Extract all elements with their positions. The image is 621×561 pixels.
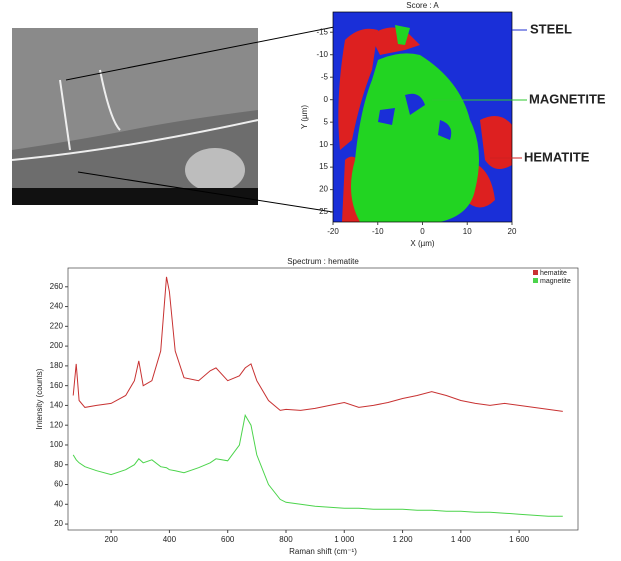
y-axis-label: Y (µm) <box>300 105 309 129</box>
x-tick-label: 1 000 <box>334 535 355 544</box>
y-tick-label: 60 <box>54 480 63 489</box>
y-tick-label: 25 <box>319 207 328 216</box>
y-axis-label: Intensity (counts) <box>35 368 44 429</box>
legend-swatch <box>533 278 538 283</box>
y-tick-label: -10 <box>316 50 328 59</box>
y-tick-label: 20 <box>54 519 63 528</box>
y-tick-label: 0 <box>324 95 329 104</box>
plot-frame <box>68 268 578 530</box>
x-tick-label: 1 600 <box>509 535 530 544</box>
series-line <box>73 277 563 412</box>
y-tick-label: -15 <box>316 27 328 36</box>
y-tick-label: 200 <box>50 341 64 350</box>
x-tick-label: 1 400 <box>451 535 472 544</box>
x-axis-label: X (µm) <box>410 239 434 248</box>
x-tick-label: 200 <box>104 535 118 544</box>
x-tick-label: 1 200 <box>393 535 414 544</box>
annotation: STEEL <box>530 21 572 36</box>
y-tick-label: 100 <box>50 440 64 449</box>
y-tick-label: 180 <box>50 361 64 370</box>
y-tick-label: 15 <box>319 162 328 171</box>
legend-swatch <box>533 270 538 275</box>
legend-label: hematite <box>540 270 567 277</box>
y-tick-label: 120 <box>50 420 64 429</box>
x-tick-label: 800 <box>279 535 293 544</box>
x-tick-label: 600 <box>221 535 235 544</box>
y-tick-label: 80 <box>54 460 63 469</box>
map-image <box>333 12 512 222</box>
x-tick-label: 20 <box>508 227 517 236</box>
y-tick-label: 160 <box>50 381 64 390</box>
x-axis-label: Raman shift (cm⁻¹) <box>289 547 357 556</box>
sem-image <box>12 28 258 205</box>
y-tick-label: 40 <box>54 499 63 508</box>
x-tick-label: 0 <box>420 227 425 236</box>
y-tick-label: 5 <box>324 117 329 126</box>
y-tick-label: 220 <box>50 321 64 330</box>
y-tick-label: 10 <box>319 140 328 149</box>
y-tick-label: 240 <box>50 302 64 311</box>
x-tick-label: 400 <box>163 535 177 544</box>
annotation: MAGNETITE <box>529 91 606 106</box>
y-tick-label: 140 <box>50 401 64 410</box>
y-tick-label: 260 <box>50 282 64 291</box>
chart-title: Spectrum : hematite <box>287 257 359 266</box>
annotation: HEMATITE <box>524 149 590 164</box>
legend-label: magnetite <box>540 278 571 285</box>
x-tick-label: -20 <box>327 227 339 236</box>
chart-title: Score : A <box>406 1 439 10</box>
y-tick-label: 20 <box>319 185 328 194</box>
x-tick-label: -10 <box>372 227 384 236</box>
figure: -20 -10 0 10 20 -15 -10 -5 0 5 10 15 20 25 Score : A X … <box>0 0 621 556</box>
x-tick-label: 10 <box>463 227 472 236</box>
series-line <box>73 415 563 516</box>
y-tick-label: -5 <box>321 72 329 81</box>
